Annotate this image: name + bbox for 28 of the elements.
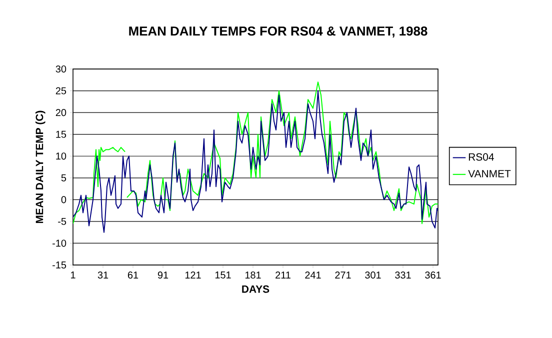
- y-tick-label: 20: [56, 109, 66, 116]
- y-tick-label: -10: [52, 240, 66, 247]
- x-tick-label: 31: [98, 272, 108, 279]
- y-tick-label: -5: [58, 218, 66, 225]
- y-tick-label: 15: [56, 130, 66, 138]
- legend-label: VANMET: [468, 170, 511, 178]
- x-tick-label: 211: [276, 272, 290, 278]
- x-tick-label: 241: [305, 272, 321, 278]
- y-tick-label: 10: [56, 152, 66, 160]
- x-tick-label: 271: [335, 272, 351, 278]
- x-tick-label: 331: [395, 272, 411, 279]
- y-axis-title: MEAN DAILY TEMP (C): [35, 110, 46, 224]
- y-tick-label: -15: [52, 262, 66, 268]
- x-tick-label: 301: [365, 272, 381, 279]
- x-tick-label: 151: [215, 272, 231, 278]
- chart-title: MEAN DAILY TEMPS FOR RS04 & VANMET, 1988: [129, 26, 428, 38]
- y-tick-label: 30: [56, 65, 66, 73]
- x-tick-label: 91: [158, 272, 168, 279]
- x-tick-label: 61: [128, 272, 138, 279]
- legend-label: RS04: [468, 153, 494, 161]
- x-tick-label: 361: [425, 272, 441, 279]
- x-tick-label: 181: [245, 272, 261, 279]
- y-tick-label: 5: [61, 174, 66, 182]
- y-tick-label: 0: [61, 196, 66, 204]
- x-axis-title: DAYS: [242, 285, 270, 293]
- x-tick-label: 121: [185, 272, 201, 278]
- x-tick-label: 1: [70, 272, 76, 278]
- y-tick-label: 25: [56, 87, 66, 94]
